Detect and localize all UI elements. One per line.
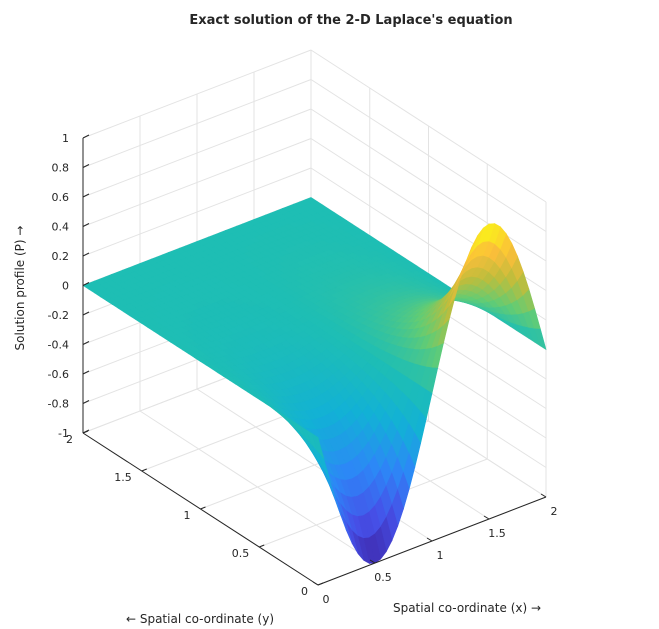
z-tick-label: 0.6 [52,191,70,204]
z-tick [82,134,90,139]
z-tick-label: 0.2 [52,250,70,263]
y-tick [200,506,206,510]
z-axis-label: Solution profile (P) → [13,226,27,351]
y-tick-label: 0 [301,585,308,598]
x-tick-label: 2 [551,505,558,518]
y-tick [317,582,324,586]
y-tick [259,544,265,548]
surface [82,197,547,564]
x-tick-label: 1 [437,549,444,562]
x-tick-label: 0.5 [374,571,392,584]
x-tick-label: 1.5 [488,527,506,540]
z-tick-label: -0.6 [48,368,69,381]
z-tick-label: -0.8 [48,398,69,411]
grid-line [310,49,547,203]
z-tick [82,252,90,257]
x-tick [483,515,490,520]
z-tick-label: 0 [62,280,69,293]
z-tick [82,193,90,198]
x-tick [426,537,433,542]
y-tick-label: 1 [184,509,191,522]
y-tick-label: 2 [66,433,73,446]
grid-line [310,79,547,232]
grid-line [82,49,312,139]
z-tick-label: 1 [62,132,69,145]
tick-labels: 00.511.5200.511.52-1-0.8-0.6-0.4-0.200.2… [48,132,558,606]
x-tick [369,559,376,564]
z-tick [82,282,90,286]
z-tick-label: -1 [58,427,69,440]
z-tick-label: 0.8 [52,162,70,175]
z-tick [82,400,90,404]
surface-patch [311,432,324,459]
y-tick-label: 0.5 [232,547,250,560]
x-axis-label: Spatial co-ordinate (x) → [393,601,541,615]
z-tick [82,311,90,316]
grid-line [82,79,312,168]
z-tick [82,164,90,168]
grid-line [82,108,312,198]
z-tick-label: -0.2 [48,309,69,322]
y-tick-label: 1.5 [114,471,132,484]
grid-line [82,167,312,257]
z-tick [82,223,90,227]
z-tick [82,341,90,345]
z-tick-label: 0.4 [52,221,70,234]
x-tick [540,493,547,498]
z-tick [82,429,90,434]
chart-title: Exact solution of the 2-D Laplace's equa… [189,13,512,28]
z-tick [82,370,90,375]
x-tick-label: 0 [323,593,330,606]
grid-line [82,138,312,227]
x-tick [312,581,319,586]
z-tick-label: -0.4 [48,339,69,352]
y-tick [141,468,147,472]
y-axis-label: ← Spatial co-ordinate (y) [126,612,274,626]
